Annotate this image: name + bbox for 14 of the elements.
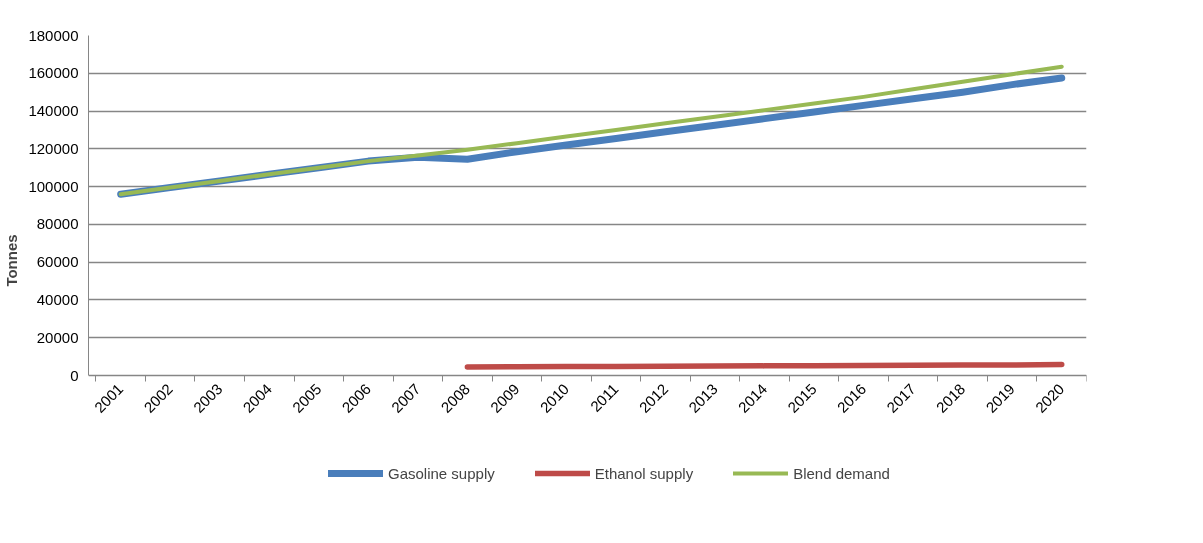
legend-label: Ethanol supply xyxy=(594,464,694,482)
y-tick-label: 80000 xyxy=(36,215,79,233)
y-tick-label: 180000 xyxy=(28,26,79,44)
y-tick-label: 20000 xyxy=(36,328,79,346)
y-tick-label: 120000 xyxy=(28,139,79,157)
y-tick-label: 0 xyxy=(70,366,79,384)
y-tick-label: 160000 xyxy=(28,64,79,82)
legend-label: Gasoline supply xyxy=(388,464,495,482)
y-tick-label: 40000 xyxy=(36,290,79,308)
y-tick-label: 140000 xyxy=(28,102,79,120)
legend-label: Blend demand xyxy=(793,464,890,482)
y-tick-label: 60000 xyxy=(36,253,79,271)
y-axis-title: Tonnes xyxy=(3,234,21,287)
y-tick-label: 100000 xyxy=(28,177,79,195)
